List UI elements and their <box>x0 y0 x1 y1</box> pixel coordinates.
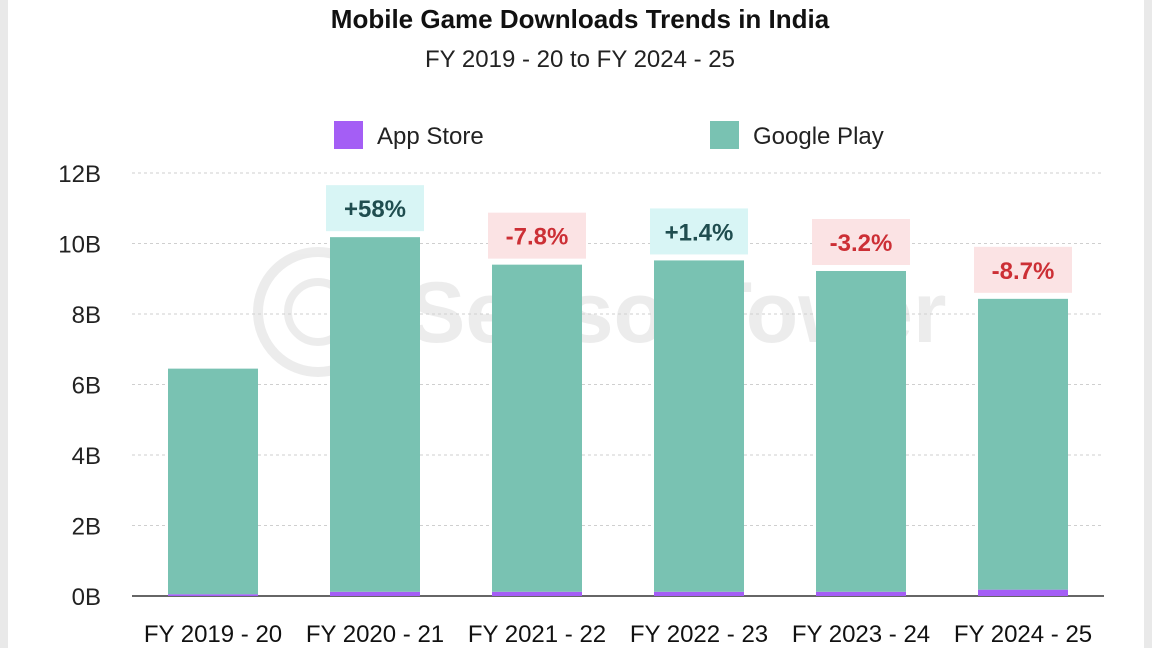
y-tick-label: 8B <box>72 302 101 329</box>
chart-title: Mobile Game Downloads Trends in India <box>330 4 830 34</box>
growth-badge <box>974 246 1072 293</box>
bar-segment <box>816 270 906 592</box>
growth-label: -3.2% <box>830 230 893 257</box>
growth-badge <box>326 185 424 232</box>
bar-segment <box>492 264 582 592</box>
legend-swatch <box>334 121 363 149</box>
y-tick-label: 4B <box>72 443 101 470</box>
growth-label: -8.7% <box>992 258 1055 285</box>
growth-label: -7.8% <box>506 224 569 251</box>
legend-label: Google Play <box>753 123 884 150</box>
growth-badge <box>650 208 748 255</box>
bar-segment <box>168 368 258 595</box>
x-tick-label: FY 2021 - 22 <box>468 621 606 648</box>
bar-segment <box>654 260 744 592</box>
bar-segment <box>330 237 420 592</box>
y-tick-label: 2B <box>72 514 101 541</box>
bar-segment <box>978 298 1068 590</box>
bar-segment <box>168 594 258 596</box>
bar-segment <box>492 591 582 596</box>
y-tick-label: 6B <box>72 373 101 400</box>
bar-segment <box>816 591 906 596</box>
growth-badge <box>812 218 910 265</box>
legend-label: App Store <box>377 123 484 150</box>
x-tick-label: FY 2019 - 20 <box>144 621 282 648</box>
bar-segment <box>330 591 420 596</box>
y-tick-label: 10B <box>58 232 101 259</box>
legend-swatch <box>710 121 739 149</box>
y-tick-label: 0B <box>72 584 101 611</box>
x-tick-label: FY 2024 - 25 <box>954 621 1092 648</box>
chart-subtitle: FY 2019 - 20 to FY 2024 - 25 <box>425 46 735 73</box>
x-tick-label: FY 2020 - 21 <box>306 621 444 648</box>
growth-label: +58% <box>344 196 406 223</box>
growth-label: +1.4% <box>665 219 734 246</box>
bar-segment <box>654 591 744 596</box>
x-tick-label: FY 2023 - 24 <box>792 621 930 648</box>
growth-badge <box>488 212 586 259</box>
x-tick-label: FY 2022 - 23 <box>630 621 768 648</box>
bar-segment <box>978 589 1068 596</box>
y-tick-label: 12B <box>58 161 101 188</box>
